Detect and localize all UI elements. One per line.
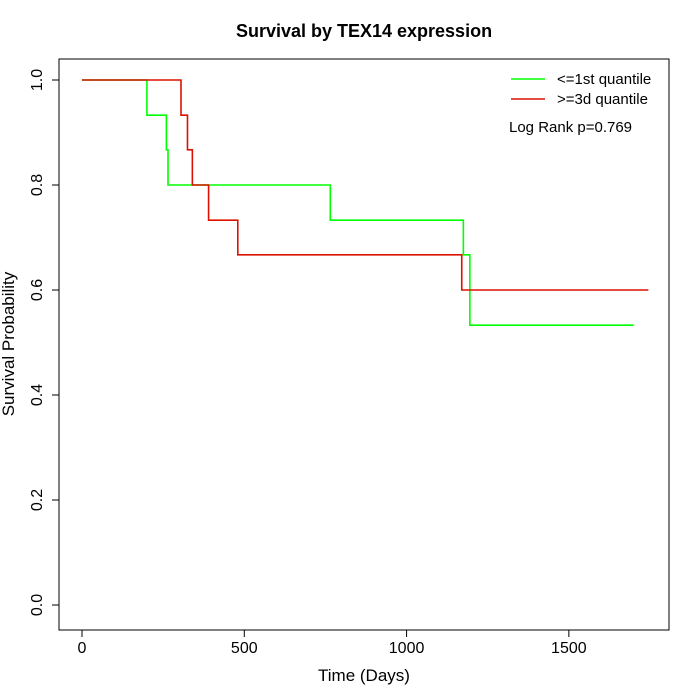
y-axis-label: Survival Probability: [0, 271, 18, 416]
x-axis: 0 500 1000 1500: [78, 629, 587, 657]
y-tick-label: 0.6: [29, 279, 46, 301]
log-rank-annotation: Log Rank p=0.769: [509, 119, 632, 136]
y-tick-label: 1.0: [29, 69, 46, 91]
series-layer: [82, 79, 649, 326]
x-tick-label: 0: [78, 640, 87, 657]
y-axis: 0.0 0.2 0.4 0.6 0.8 1.0: [29, 69, 60, 616]
x-tick-label: 1500: [551, 640, 587, 657]
legend-label-1: <=1st quantile: [557, 71, 651, 88]
series-line-2: [82, 79, 649, 291]
y-tick-label: 0.2: [29, 489, 46, 511]
x-tick-label: 1000: [389, 640, 425, 657]
y-tick-label: 0.8: [29, 174, 46, 196]
series-line-1: [82, 79, 634, 326]
x-tick-label: 500: [231, 640, 258, 657]
y-tick-label: 0.0: [29, 594, 46, 616]
chart-title: Survival by TEX14 expression: [236, 21, 492, 41]
y-tick-label: 0.4: [29, 384, 46, 406]
legend: <=1st quantile >=3d quantile: [511, 71, 651, 108]
plot-frame: [58, 58, 670, 631]
legend-label-2: >=3d quantile: [557, 91, 648, 108]
x-axis-label: Time (Days): [318, 666, 410, 685]
